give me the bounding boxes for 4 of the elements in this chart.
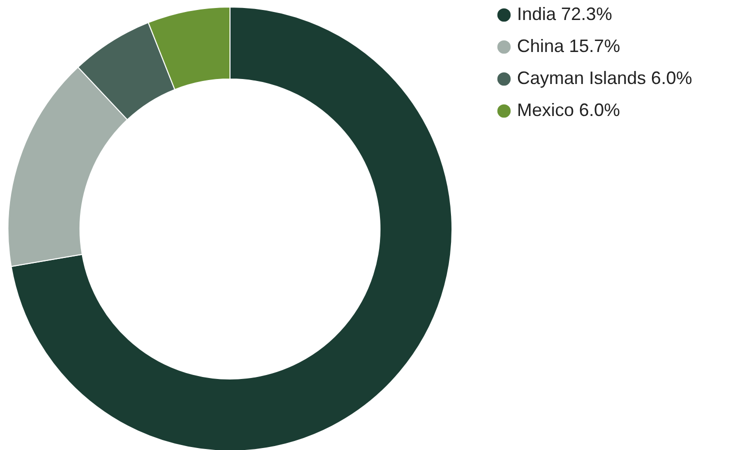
legend-label: India 72.3% (517, 4, 612, 24)
legend-label: China 15.7% (517, 36, 620, 56)
legend-label: Cayman Islands 6.0% (517, 68, 692, 88)
legend-label: Mexico 6.0% (517, 100, 620, 120)
